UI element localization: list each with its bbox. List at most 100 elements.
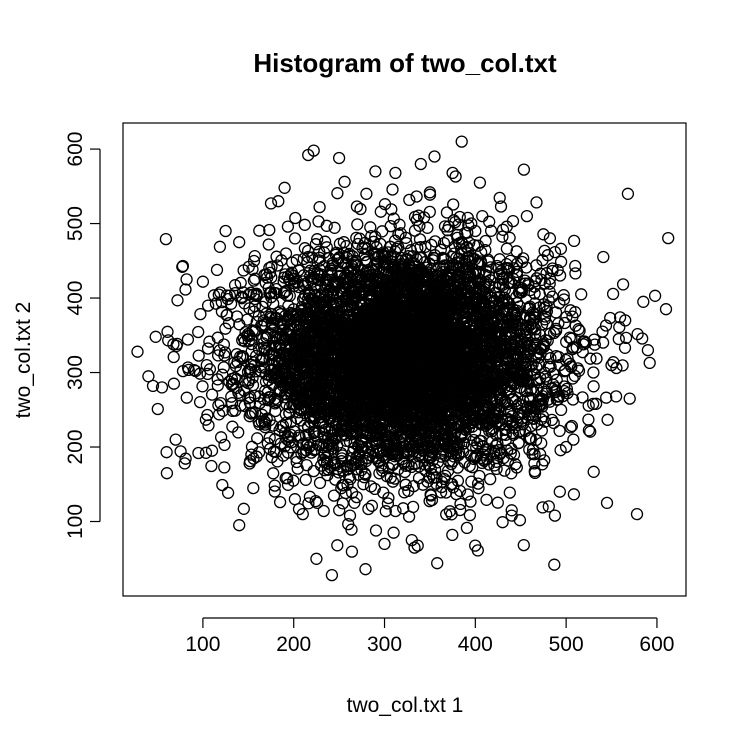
data-point [389, 504, 402, 518]
data-point [318, 279, 332, 292]
data-point [573, 324, 586, 337]
data-point [535, 273, 548, 287]
data-point [201, 342, 215, 355]
data-point [351, 237, 365, 251]
data-point [437, 252, 450, 265]
data-point [226, 404, 239, 418]
data-point [233, 318, 246, 331]
data-point [536, 501, 549, 514]
data-point [369, 524, 383, 537]
data-point [517, 163, 531, 176]
data-point [388, 412, 402, 426]
data-point [441, 234, 454, 247]
data-point [428, 463, 442, 476]
data-point [384, 471, 397, 484]
data-point [307, 464, 320, 478]
data-point [350, 231, 363, 245]
data-point [221, 292, 235, 306]
data-point [328, 221, 341, 234]
data-point [461, 211, 474, 225]
data-point [540, 317, 553, 330]
data-point [428, 235, 442, 248]
data-point [616, 278, 630, 291]
data-point [287, 474, 300, 487]
data-point [496, 516, 509, 529]
data-point [245, 345, 258, 358]
data-point [235, 292, 248, 305]
data-point [543, 272, 557, 285]
data-point [517, 538, 530, 552]
data-point [209, 297, 223, 310]
data-point [263, 266, 277, 280]
data-point [406, 500, 420, 514]
data-point [303, 490, 317, 503]
data-point [247, 481, 260, 495]
data-point [539, 370, 552, 383]
data-point [162, 334, 175, 347]
data-point [538, 415, 552, 428]
data-point [463, 459, 476, 473]
data-points [131, 135, 675, 582]
data-point [618, 341, 632, 354]
data-point [496, 230, 509, 243]
data-point [549, 324, 563, 337]
data-point [335, 482, 348, 495]
data-point [309, 238, 323, 251]
data-point [474, 246, 488, 259]
data-point [225, 378, 239, 392]
data-point [221, 486, 235, 499]
data-point [218, 461, 231, 474]
data-point [205, 459, 218, 473]
data-point [199, 446, 213, 459]
data-point [636, 332, 649, 345]
data-point [389, 426, 403, 439]
data-point [532, 358, 546, 371]
data-point [302, 497, 315, 510]
data-point [199, 413, 213, 426]
data-point [541, 334, 554, 347]
data-point [449, 170, 462, 183]
data-point [313, 476, 327, 490]
data-point [331, 439, 344, 452]
data-point [312, 438, 325, 452]
data-point [478, 411, 492, 424]
data-point [384, 219, 397, 233]
data-point [460, 521, 474, 535]
data-point [257, 314, 270, 327]
data-point [619, 331, 633, 345]
data-point [251, 432, 264, 445]
data-point [161, 325, 174, 338]
data-point [601, 413, 614, 426]
data-point [423, 429, 436, 442]
data-point [218, 438, 231, 452]
data-point [230, 310, 244, 323]
data-point [520, 209, 534, 223]
data-point [522, 277, 535, 290]
data-point [537, 228, 550, 241]
data-point [244, 286, 258, 299]
data-point [253, 418, 266, 431]
data-point [505, 321, 518, 334]
data-point [547, 367, 560, 380]
data-point [461, 488, 474, 501]
data-point [474, 255, 488, 268]
data-point [262, 238, 275, 251]
data-point [543, 277, 556, 290]
data-point [329, 473, 342, 486]
data-point [417, 282, 430, 295]
data-point [423, 205, 436, 219]
data-point [277, 287, 290, 300]
data-point [398, 486, 411, 499]
data-point [318, 463, 331, 477]
data-point [446, 528, 459, 542]
data-point [386, 183, 399, 196]
data-point [424, 489, 438, 502]
data-point [572, 323, 585, 336]
data-point [352, 439, 365, 452]
data-point [447, 198, 460, 211]
data-point [465, 475, 478, 488]
data-point [327, 489, 341, 502]
data-point [247, 274, 261, 287]
data-point [151, 402, 164, 416]
data-point [358, 248, 371, 262]
